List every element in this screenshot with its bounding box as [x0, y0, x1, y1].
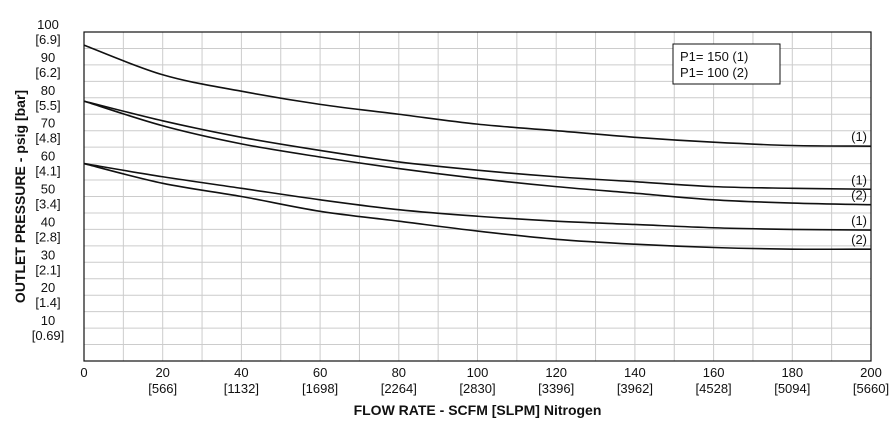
x-tick-sublabel: [4528] — [696, 381, 732, 396]
x-tick-sublabel: [3962] — [617, 381, 653, 396]
x-tick-label: 200 — [860, 365, 882, 380]
x-tick-label: 140 — [624, 365, 646, 380]
curve-end-label: (1) — [851, 213, 867, 228]
y-tick-sublabel: [5.5] — [35, 98, 60, 113]
series-line — [83, 162, 872, 251]
y-tick-sublabel: [0.69] — [32, 328, 65, 343]
plot-frame — [83, 31, 872, 362]
curve-end-label: (1) — [851, 172, 867, 187]
x-tick-label: 20 — [155, 365, 169, 380]
x-tick-sublabel: [1698] — [302, 381, 338, 396]
x-tick-sublabel: [2264] — [381, 381, 417, 396]
curves — [83, 44, 872, 251]
series-line — [83, 162, 872, 231]
y-tick-labels: 10[0.69]20[1.4]30[2.1]40[2.8]50[3.4]60[4… — [32, 17, 65, 343]
x-axis-title: FLOW RATE - SCFM [SLPM] Nitrogen — [354, 402, 602, 418]
y-tick-sublabel: [6.2] — [35, 65, 60, 80]
y-tick-label: 70 — [41, 116, 55, 131]
y-axis-title: OUTLET PRESSURE - psig [bar] — [12, 90, 28, 303]
x-tick-label: 180 — [781, 365, 803, 380]
curve-end-label: (2) — [851, 188, 867, 203]
y-tick-sublabel: [2.1] — [35, 262, 60, 277]
x-tick-label: 120 — [545, 365, 567, 380]
y-tick-label: 20 — [41, 280, 55, 295]
x-tick-sublabel: [5660] — [853, 381, 889, 396]
y-tick-sublabel: [2.8] — [35, 229, 60, 244]
y-tick-label: 80 — [41, 83, 55, 98]
y-tick-sublabel: [1.4] — [35, 295, 60, 310]
series-line — [83, 100, 872, 191]
y-tick-label: 90 — [41, 50, 55, 65]
x-tick-sublabel: [1132] — [224, 381, 259, 396]
x-tick-sublabel: [5094] — [774, 381, 810, 396]
x-tick-labels: 0 20[566] 40[1132] 60[1698] 80[2264] 100[2830… — [80, 365, 889, 396]
y-tick-label: 60 — [41, 149, 55, 164]
y-tick-sublabel: [6.9] — [35, 32, 60, 47]
x-tick-label: 80 — [392, 365, 406, 380]
y-tick-sublabel: [4.8] — [35, 131, 60, 146]
x-tick-label: 40 — [234, 365, 248, 380]
x-tick-sublabel: [3396] — [538, 381, 574, 396]
legend-entry: P1= 100 (2) — [680, 65, 748, 80]
y-tick-label: 10 — [41, 313, 55, 328]
curve-end-labels: (1)(1)(2)(1)(2) — [851, 129, 867, 247]
x-tick-label: 160 — [703, 365, 725, 380]
y-tick-label: 40 — [41, 214, 55, 229]
y-tick-label: 30 — [41, 247, 55, 262]
x-tick-label: 0 — [80, 365, 87, 380]
y-tick-label: 50 — [41, 182, 55, 197]
y-tick-sublabel: [4.1] — [35, 164, 60, 179]
curve-end-label: (1) — [851, 129, 867, 144]
y-tick-sublabel: [3.4] — [35, 197, 60, 212]
x-tick-sublabel: [566] — [148, 381, 177, 396]
legend-box — [672, 43, 781, 85]
legend-entry: P1= 150 (1) — [680, 49, 748, 64]
x-tick-label: 100 — [467, 365, 489, 380]
x-tick-sublabel: [2830] — [459, 381, 495, 396]
series-line — [83, 44, 872, 147]
series-line — [83, 100, 872, 206]
curve-end-label: (2) — [851, 232, 867, 247]
x-tick-label: 60 — [313, 365, 327, 380]
y-tick-label: 100 — [37, 17, 59, 32]
legend: P1= 150 (1) P1= 100 (2) — [672, 43, 781, 85]
